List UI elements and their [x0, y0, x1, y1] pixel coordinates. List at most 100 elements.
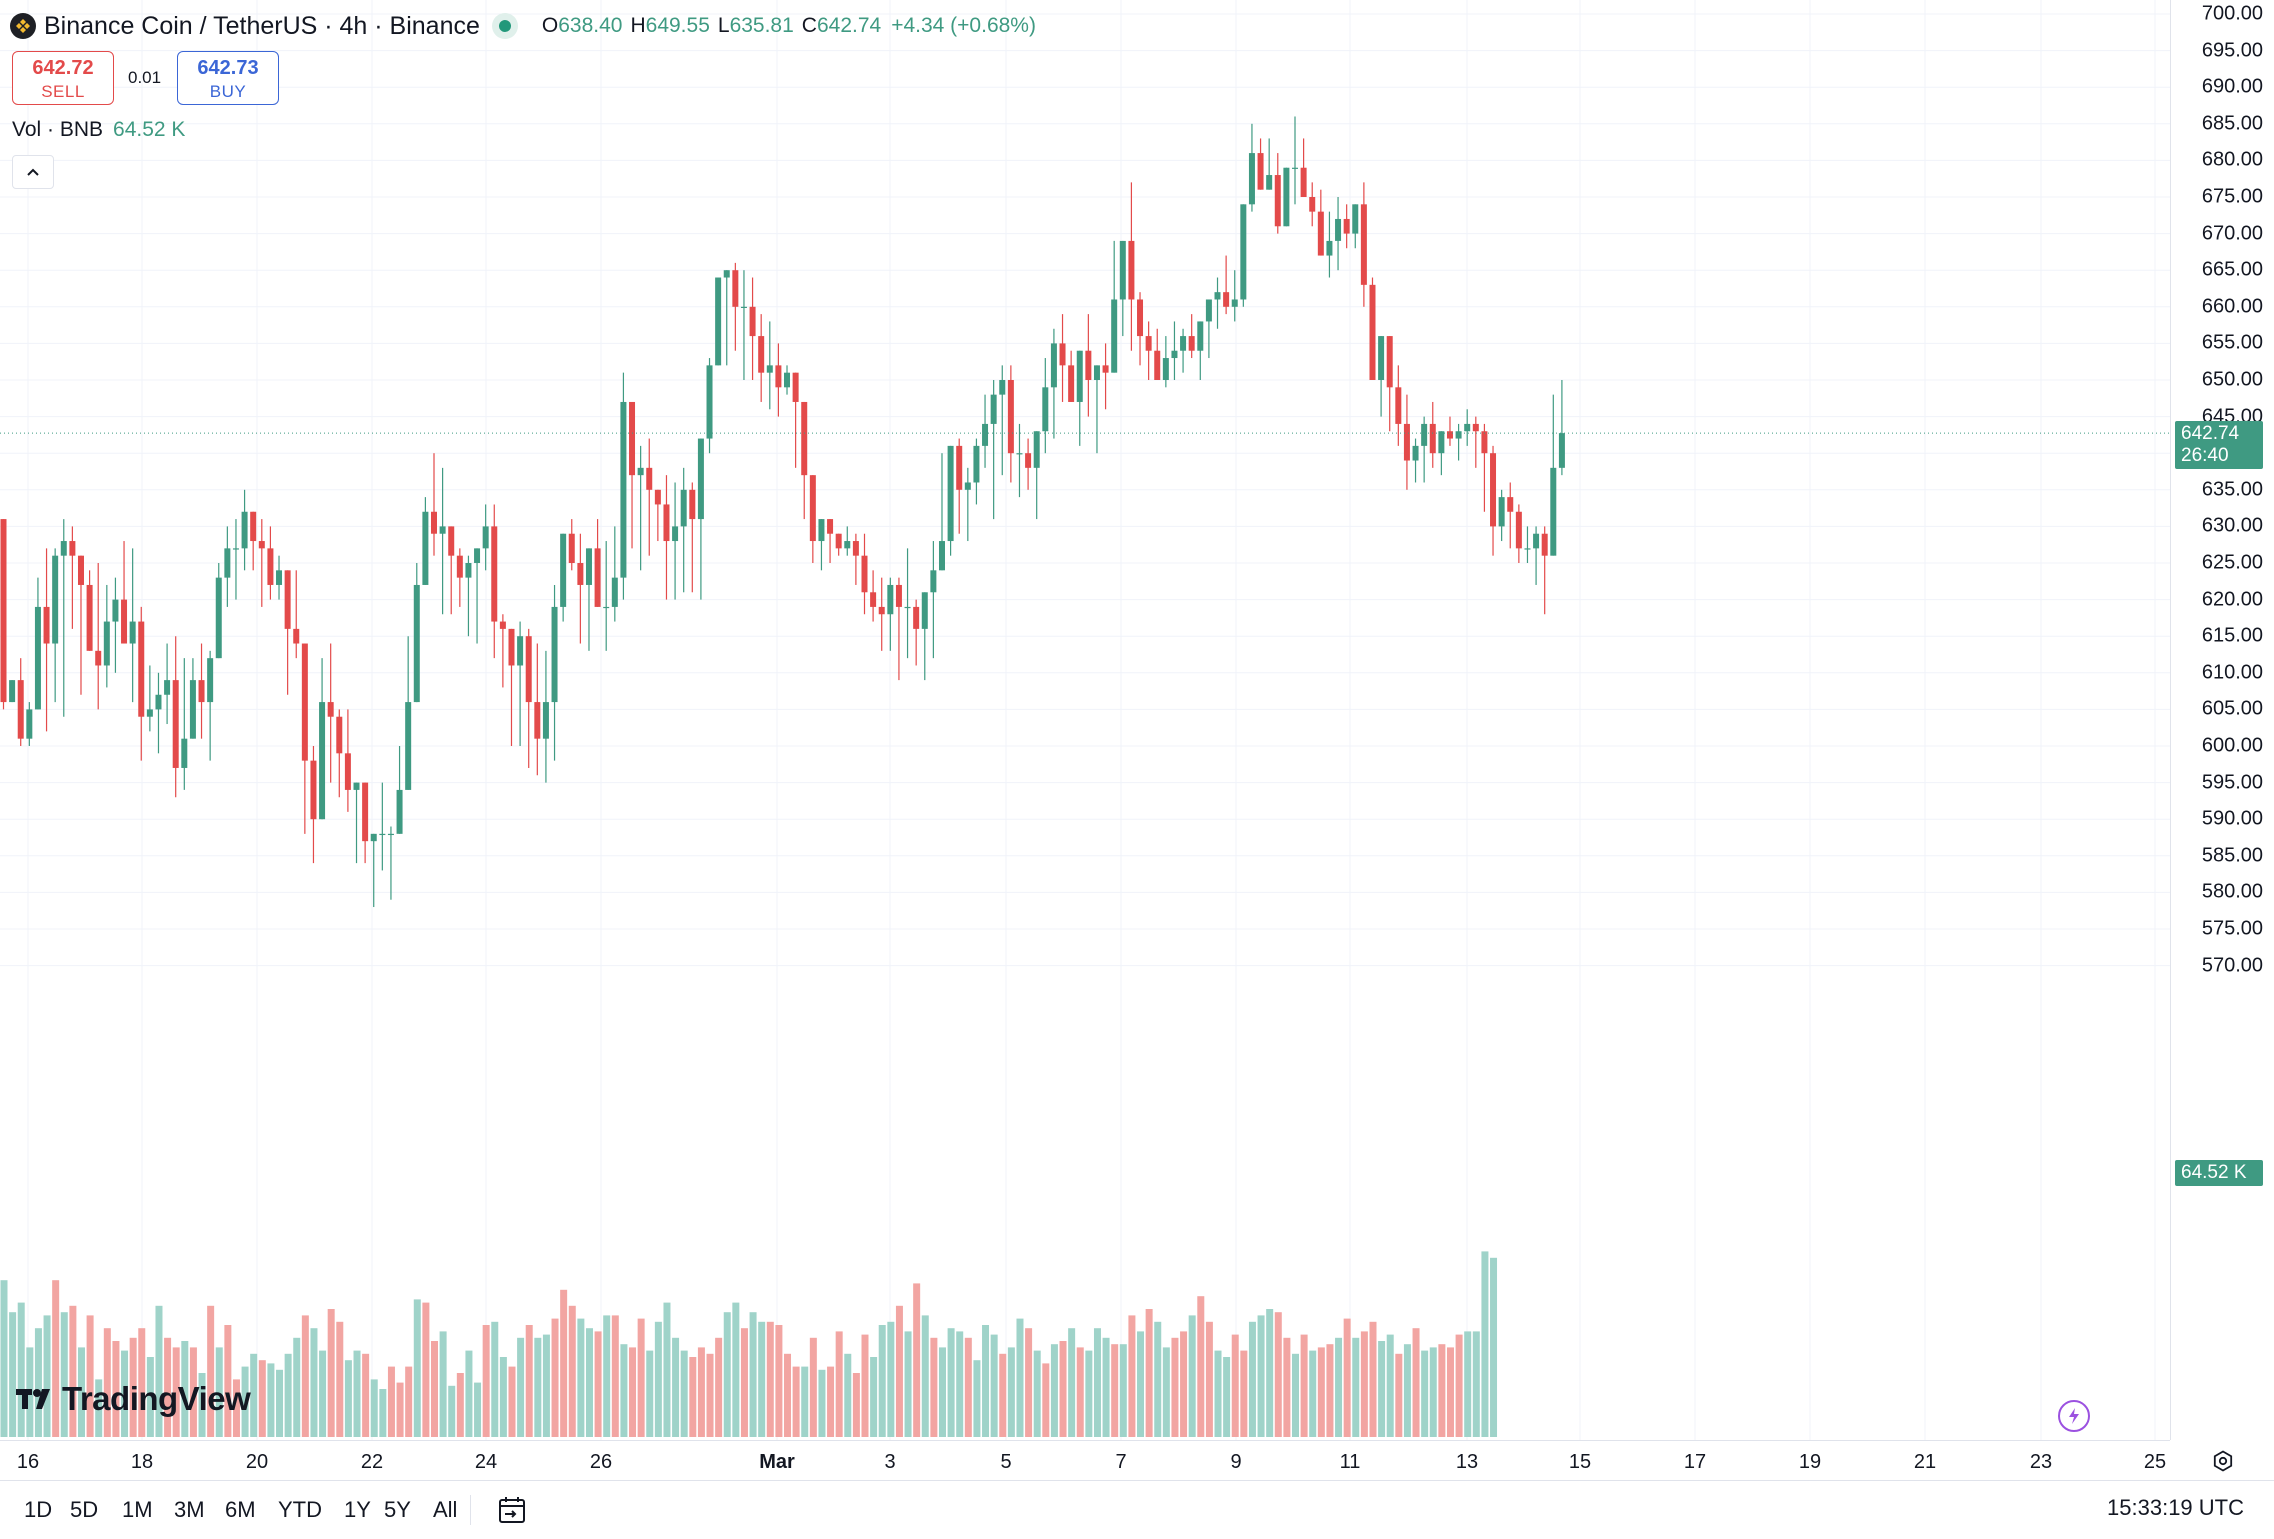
sell-button[interactable]: 642.72 SELL	[12, 51, 114, 105]
range-button-all[interactable]: All	[433, 1497, 458, 1522]
candle	[362, 782, 369, 864]
volume-bar	[1326, 1344, 1334, 1437]
candle	[921, 592, 928, 681]
candle	[930, 541, 937, 659]
candle-body	[1025, 453, 1032, 468]
candle	[1438, 431, 1445, 476]
price-tick-label: 595.00	[2201, 771, 2263, 794]
candle	[1102, 343, 1109, 410]
candle	[689, 482, 696, 593]
volume-bar	[1007, 1347, 1015, 1437]
volume-bar	[740, 1328, 748, 1437]
volume-bar	[964, 1337, 972, 1437]
candle	[637, 445, 644, 571]
go-to-date-icon[interactable]	[495, 1493, 529, 1527]
volume-bar	[663, 1302, 671, 1437]
range-button-1y[interactable]: 1Y	[344, 1497, 371, 1522]
candle-body	[913, 606, 920, 629]
volume-bar	[809, 1337, 817, 1437]
volume-bar	[276, 1369, 284, 1437]
volume-bar	[0, 1280, 8, 1437]
bottom-toolbar: 1D 5D 1M 3M 6M YTD 1Y 5Y All 15:33:19 UTC	[0, 1480, 2274, 1539]
candle-body	[52, 555, 59, 644]
volume-bar	[172, 1347, 180, 1437]
chart-plot-area[interactable]	[0, 0, 2170, 1440]
volume-bar	[973, 1360, 981, 1437]
volume-bar	[870, 1357, 878, 1437]
utc-clock[interactable]: 15:33:19 UTC	[2107, 1495, 2244, 1520]
volume-legend[interactable]: Vol · BNB 64.52 K	[12, 118, 185, 142]
candle	[1378, 336, 1385, 417]
candle	[370, 833, 377, 908]
candle-body	[706, 365, 713, 439]
candle	[1111, 240, 1118, 373]
candle-body	[1558, 433, 1565, 468]
candle-body	[637, 467, 644, 476]
candle	[611, 526, 618, 622]
candle	[697, 438, 704, 600]
flash-icon[interactable]	[2058, 1400, 2090, 1432]
price-tick-label: 625.00	[2201, 551, 2263, 574]
candle-body	[1378, 336, 1385, 380]
candle-body	[121, 599, 128, 644]
candle	[1093, 365, 1100, 454]
price-scale[interactable]: 700.00 695.00 690.00 685.00 680.00 675.00 670.…	[2170, 0, 2274, 1440]
volume-bar	[1266, 1309, 1274, 1437]
candle-body	[413, 584, 420, 703]
candle	[654, 489, 661, 542]
volume-bar	[215, 1347, 223, 1437]
range-button-1m[interactable]: 1M	[122, 1497, 153, 1522]
volume-bar	[387, 1366, 395, 1437]
candle-body	[95, 650, 102, 666]
range-button-5y[interactable]: 5Y	[384, 1497, 411, 1522]
volume-bar	[1369, 1321, 1377, 1437]
time-tick-label: 11	[1339, 1451, 1361, 1473]
market-status-indicator[interactable]	[491, 13, 518, 39]
candle-body	[482, 526, 489, 549]
candle	[1395, 365, 1402, 446]
collapse-legend-button[interactable]	[12, 155, 54, 189]
volume-bar	[568, 1305, 576, 1437]
volume-bar	[1429, 1347, 1437, 1437]
volume-bar	[835, 1331, 843, 1437]
volume-bar	[611, 1315, 619, 1437]
range-button-6m[interactable]: 6M	[225, 1497, 256, 1522]
volume-bar	[293, 1337, 301, 1437]
candle-body	[956, 445, 963, 490]
price-gridlines	[0, 13, 2170, 967]
candle-body	[611, 577, 618, 607]
candle	[1145, 321, 1152, 380]
symbol-title[interactable]: Binance Coin / TetherUS · 4h · Binance	[44, 11, 480, 40]
candle	[224, 526, 231, 607]
candle	[267, 526, 274, 600]
buy-button[interactable]: 642.73 BUY	[177, 51, 279, 105]
chart-settings-icon[interactable]	[2208, 1446, 2238, 1476]
volume-bar	[1085, 1350, 1093, 1437]
candle-body	[448, 526, 455, 556]
candle	[301, 643, 308, 834]
volume-bar	[379, 1389, 387, 1437]
candle-body	[1369, 284, 1376, 380]
candle-body	[284, 570, 291, 629]
candle	[938, 453, 945, 571]
candle-body	[198, 680, 205, 703]
candle-body	[439, 526, 446, 534]
candle-body	[904, 606, 911, 609]
candle	[52, 548, 59, 703]
candle-body	[1068, 365, 1075, 402]
range-button-1d[interactable]: 1D	[24, 1497, 53, 1522]
candle	[964, 467, 971, 542]
candlestick-chart[interactable]	[0, 0, 2170, 1440]
candle	[1085, 314, 1092, 417]
range-button-5d[interactable]: 5D	[70, 1497, 99, 1522]
time-axis[interactable]: 16 18 20 22 24 26 Mar 3 5 7 9 11 13 15 17 19 21 23 25	[0, 1440, 2170, 1481]
range-button-ytd[interactable]: YTD	[278, 1497, 322, 1522]
volume-bar	[1050, 1344, 1058, 1437]
candle-body	[250, 511, 257, 542]
volume-bar	[758, 1321, 766, 1437]
range-button-3m[interactable]: 3M	[174, 1497, 205, 1522]
watermark-text: TradingView	[62, 1380, 251, 1417]
volume-bar	[43, 1315, 51, 1437]
candle	[465, 555, 472, 637]
candle-body	[1085, 350, 1092, 380]
